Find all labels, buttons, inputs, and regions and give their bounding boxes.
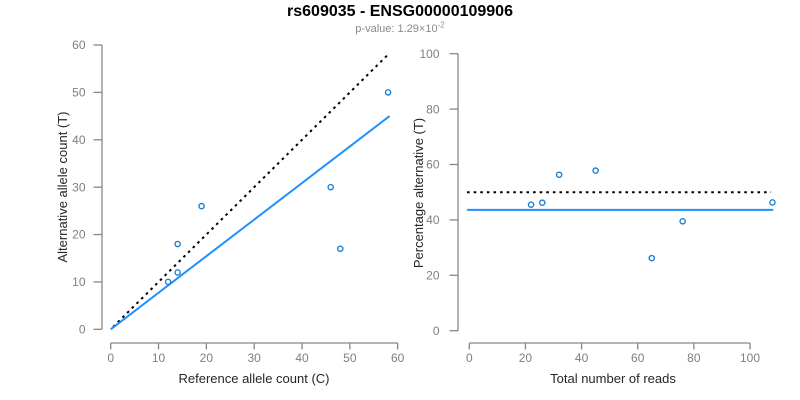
y-tick-label: 0 xyxy=(433,324,440,338)
x-tick-label: 20 xyxy=(200,351,214,365)
left-scatter-panel: 0 10 20 30 40 50 60 0 10 20 30 40 50 60 xyxy=(72,40,405,365)
data-point xyxy=(538,199,546,207)
data-point xyxy=(164,278,172,286)
data-point xyxy=(555,171,563,179)
data-point xyxy=(174,240,181,248)
y-tick-label: 80 xyxy=(426,102,440,116)
x-tick-label: 60 xyxy=(391,351,405,365)
data-point xyxy=(769,199,776,206)
data-point xyxy=(384,89,392,96)
x-tick-label: 50 xyxy=(343,351,357,365)
right-y-axis-title: Percentage alternative (T) xyxy=(411,118,426,268)
y-tick-label: 20 xyxy=(72,228,86,242)
data-point xyxy=(174,269,181,276)
y-tick-label: 40 xyxy=(426,213,440,227)
y-tick-label: 100 xyxy=(419,47,439,61)
figure-title: rs609035 - ENSG00000109906 xyxy=(287,3,513,20)
x-tick-label: 100 xyxy=(740,351,760,365)
y-tick-label: 20 xyxy=(426,269,440,283)
x-tick-label: 80 xyxy=(687,351,701,365)
data-point xyxy=(336,245,344,253)
data-point xyxy=(648,254,656,262)
data-point xyxy=(198,202,205,210)
figure-subtitle: p-value: 1.29×10-2 xyxy=(0,20,800,35)
y-tick-label: 60 xyxy=(72,40,86,52)
data-point xyxy=(592,167,599,174)
left-y-axis-title: Alternative allele count (T) xyxy=(55,111,70,262)
x-tick-label: 40 xyxy=(295,351,309,365)
data-point xyxy=(527,201,535,208)
right-x-axis-title: Total number of reads xyxy=(550,371,676,386)
y-tick-label: 30 xyxy=(72,180,86,194)
p-value-text: p-value: 1.29×10 xyxy=(355,23,438,35)
data-point xyxy=(327,183,335,191)
y-tick-label: 60 xyxy=(426,158,440,172)
x-tick-label: 0 xyxy=(466,351,473,365)
x-tick-label: 40 xyxy=(575,351,589,365)
y-tick-label: 50 xyxy=(72,86,86,100)
x-tick-label: 30 xyxy=(248,351,262,365)
y-tick-label: 10 xyxy=(72,275,86,289)
regression-line xyxy=(110,115,391,331)
y-tick-label: 40 xyxy=(72,133,86,147)
data-point xyxy=(679,217,686,225)
y-tick-label: 0 xyxy=(79,323,86,337)
x-tick-label: 60 xyxy=(631,351,645,365)
x-tick-label: 10 xyxy=(152,351,166,365)
left-x-axis-title: Reference allele count (C) xyxy=(178,371,329,386)
right-scatter-panel: 0 20 40 60 80 100 0 20 40 60 80 100 xyxy=(419,47,776,365)
x-tick-label: 20 xyxy=(519,351,533,365)
x-tick-label: 0 xyxy=(107,351,114,365)
p-value-exponent: -2 xyxy=(437,20,445,30)
identity-line xyxy=(112,53,389,328)
